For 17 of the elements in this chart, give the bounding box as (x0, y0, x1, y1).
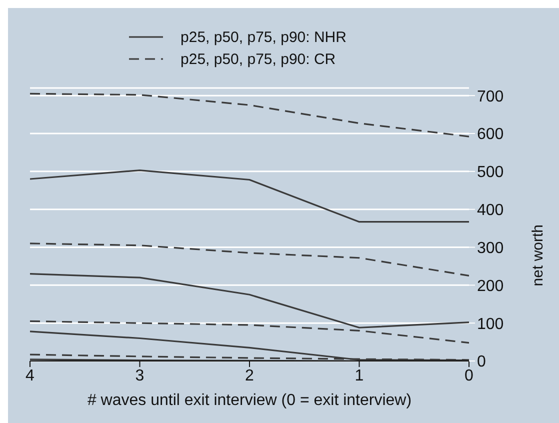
x-axis-title: # waves until exit interview (0 = exit interview) (87, 392, 412, 409)
legend-label: p25, p50, p75, p90: NHR (180, 28, 346, 46)
y-tick-label: 500 (477, 164, 504, 182)
x-tick-label: 1 (354, 367, 364, 384)
y-tick-label: 100 (477, 316, 504, 333)
y-tick-label: 600 (477, 126, 504, 144)
legend-label: p25, p50, p75, p90: CR (180, 50, 336, 68)
y-tick-label: 0 (477, 354, 486, 371)
x-tick-label: 0 (464, 367, 474, 384)
y-tick-label: 300 (477, 240, 504, 257)
x-tick-label: 4 (26, 367, 35, 384)
y-tick-label: 400 (477, 202, 504, 220)
x-tick-label: 3 (135, 367, 144, 384)
x-tick-label: 2 (245, 367, 254, 384)
y-tick-label: 200 (477, 278, 504, 295)
y-tick-label: 700 (477, 88, 504, 106)
y-axis-title: net worth (529, 224, 546, 286)
